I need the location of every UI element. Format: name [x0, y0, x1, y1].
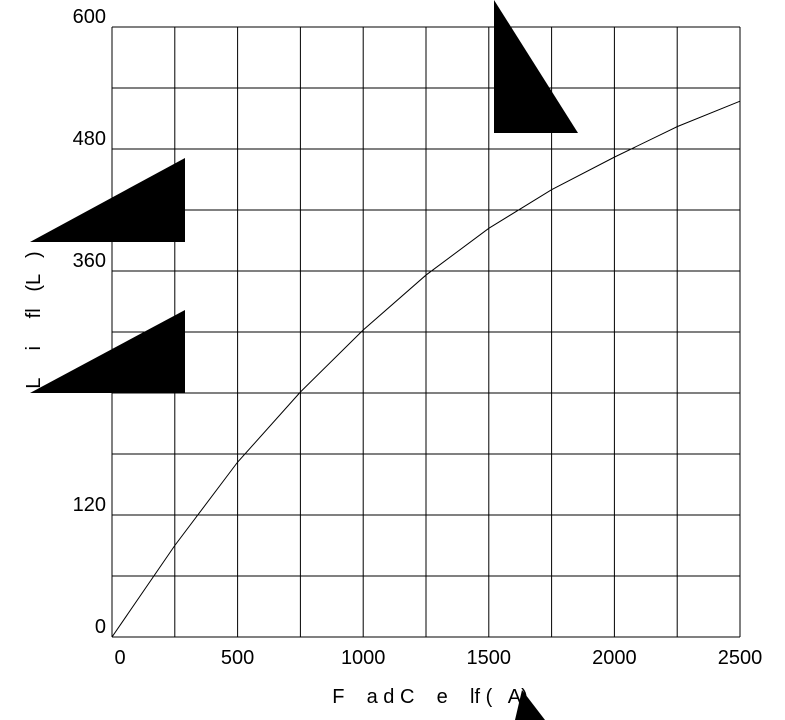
x-tick-label: 2000	[592, 647, 637, 669]
x-axis-label: F a d C e lf ( A)	[332, 686, 528, 708]
x-tick-label: 500	[221, 647, 254, 669]
x-tick-label: 1500	[467, 647, 512, 669]
x-tick-label: 2500	[718, 647, 763, 669]
occluder	[30, 158, 185, 242]
y-tick-label: 360	[73, 250, 106, 272]
data-line	[111, 100, 741, 638]
x-tick-label: 0	[114, 647, 125, 669]
x-tick-label: 1000	[341, 647, 386, 669]
y-tick-label: 600	[73, 6, 106, 28]
y-tick-label: 0	[95, 616, 106, 638]
occluder	[515, 690, 545, 720]
y-axis-label: L i fl (L )	[23, 251, 45, 388]
y-tick-label: 480	[73, 128, 106, 150]
y-tick-label: 120	[73, 494, 106, 516]
occluder	[30, 310, 185, 393]
occluder	[494, 0, 578, 133]
